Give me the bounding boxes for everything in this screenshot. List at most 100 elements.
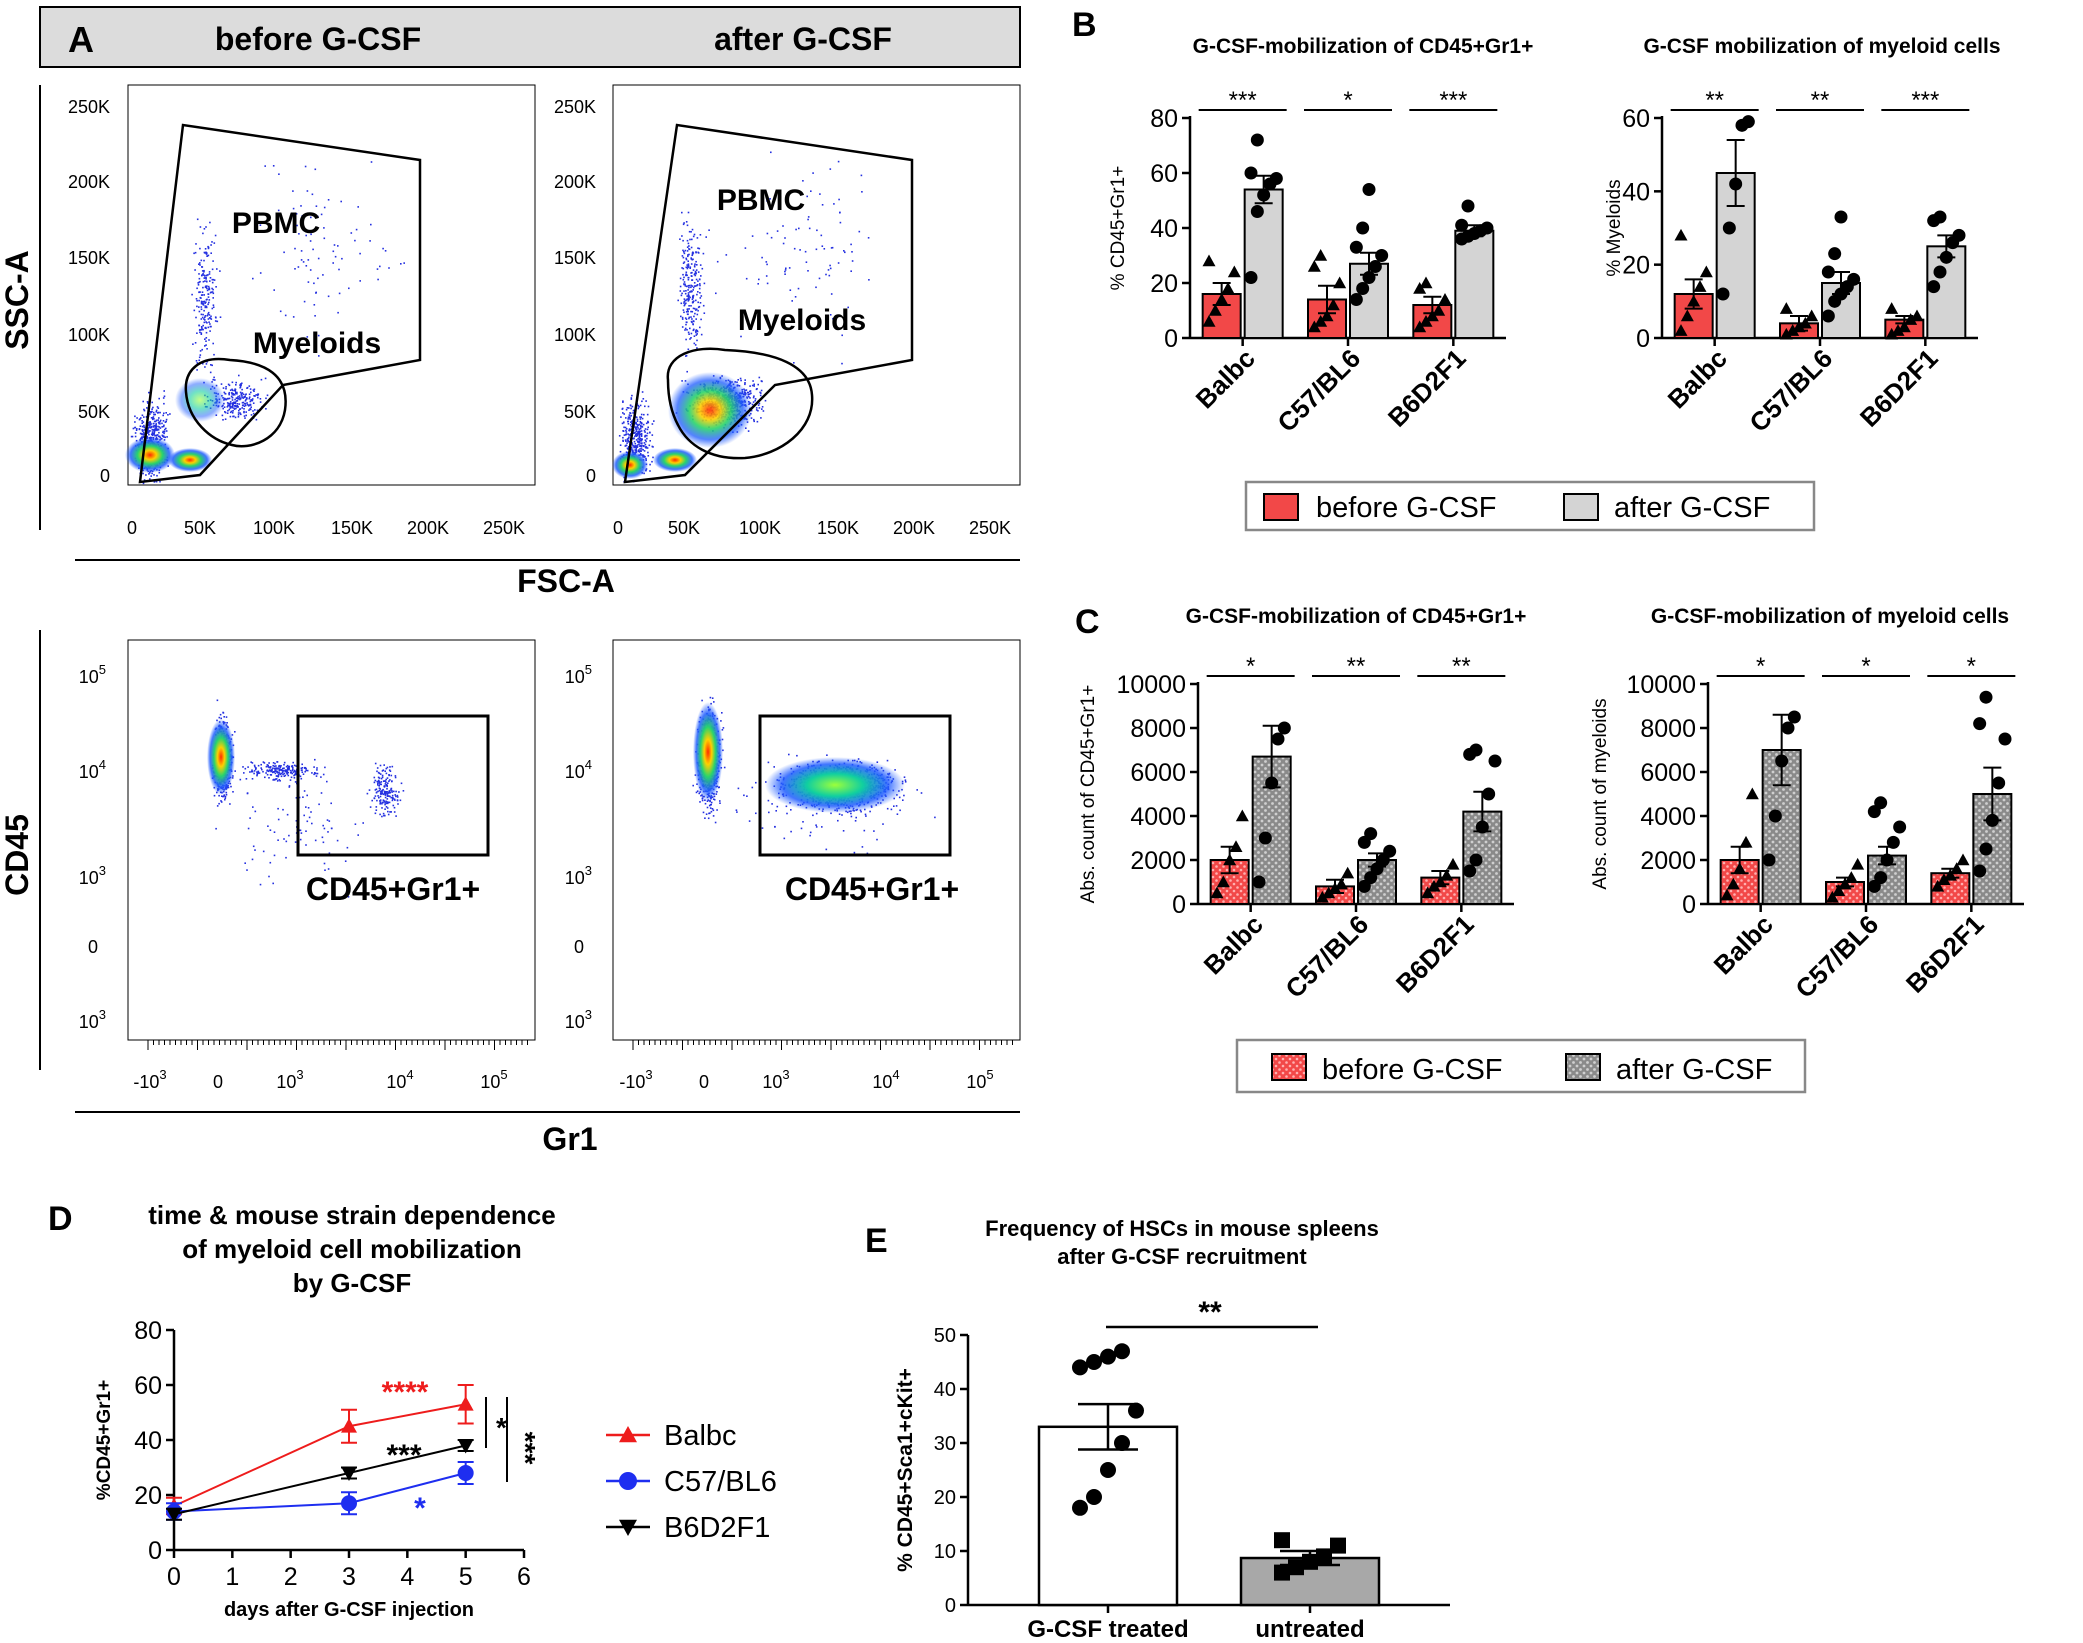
- flow-event-dot: [753, 418, 755, 421]
- flow-event-dot: [140, 417, 142, 419]
- flow-event-dot: [396, 799, 399, 802]
- flow-event-dot: [226, 402, 229, 404]
- flow-event-dot: [710, 801, 713, 804]
- flow-event-dot: [315, 772, 317, 775]
- flow-event-dot: [695, 299, 697, 302]
- flow-event-dot: [274, 762, 276, 765]
- flow-event-dot: [300, 767, 303, 770]
- flow-event-dot: [234, 393, 236, 396]
- flow-event-dot: [623, 413, 625, 415]
- flow-event-dot: [886, 759, 889, 762]
- flow-event-dot: [641, 438, 643, 440]
- flow-event-dot: [193, 309, 196, 312]
- flow-event-dot: [199, 247, 201, 250]
- flow-event-dot: [740, 335, 742, 338]
- log-before-ytick: 105: [79, 662, 106, 687]
- flow-event-dot: [691, 258, 694, 261]
- header-after-label: after G-CSF: [714, 21, 892, 57]
- flow-event-dot: [243, 772, 245, 774]
- flow-event-dot: [649, 463, 651, 466]
- flow-event-dot: [765, 261, 768, 263]
- flow-event-dot: [317, 334, 320, 337]
- flow-event-dot: [714, 821, 717, 824]
- flow-event-dot: [385, 791, 387, 793]
- flow-event-dot: [259, 398, 262, 400]
- flow-event-dot: [753, 385, 755, 387]
- flow-event-dot: [681, 255, 684, 257]
- flow-event-dot: [302, 773, 305, 775]
- flow-event-dot: [223, 716, 225, 718]
- flow-event-dot: [251, 769, 253, 771]
- flow-event-dot: [273, 771, 276, 773]
- flow-event-dot: [148, 430, 151, 432]
- flow-event-dot: [204, 326, 207, 329]
- flow-event-dot: [847, 306, 849, 309]
- flow-event-dot: [277, 767, 279, 769]
- flow-event-dot: [212, 306, 215, 308]
- flow-event-dot: [273, 767, 276, 770]
- flow-event-dot: [634, 435, 636, 438]
- flow-event-dot: [695, 791, 698, 794]
- flow-event-dot: [238, 403, 241, 405]
- flow-event-dot: [239, 384, 241, 386]
- flow-event-dot: [685, 338, 687, 341]
- flow-event-dot: [253, 764, 256, 767]
- flow-event-dot: [694, 330, 697, 332]
- flow-event-dot: [635, 448, 637, 450]
- flow-event-dot: [709, 696, 712, 699]
- flow-event-dot: [219, 316, 222, 318]
- flow-event-dot: [241, 395, 243, 397]
- flow-event-dot: [751, 384, 754, 387]
- flow-event-dot: [198, 277, 201, 280]
- flow-event-dot: [635, 430, 637, 432]
- flow-event-dot: [241, 388, 243, 391]
- flow-event-dot: [620, 416, 622, 418]
- flow-event-dot: [397, 803, 399, 805]
- flow-event-dot: [280, 769, 283, 771]
- flow-event-dot: [683, 290, 685, 292]
- flow-event-dot: [204, 248, 207, 250]
- flow-event-dot: [623, 434, 626, 436]
- flow-event-dot: [266, 770, 268, 772]
- flow-event-dot: [157, 429, 160, 431]
- flow-event-dot: [684, 292, 687, 295]
- flow-event-dot: [784, 270, 786, 273]
- flow-event-dot: [390, 774, 393, 777]
- flow-event-dot: [155, 480, 158, 483]
- flow-event-dot: [239, 396, 241, 399]
- flow-event-dot: [200, 308, 203, 311]
- flow-event-dot: [239, 383, 242, 385]
- flow-event-dot: [725, 254, 728, 256]
- flow-event-dot: [681, 316, 684, 319]
- flow-event-dot: [625, 408, 628, 411]
- flow-event-dot: [210, 315, 212, 318]
- flow-event-dot: [629, 434, 632, 437]
- flow-event-dot: [152, 434, 154, 437]
- flow-event-dot: [375, 806, 378, 808]
- flow-event-dot: [204, 302, 206, 304]
- flow-event-dot: [163, 390, 165, 392]
- flow-event-dot: [268, 762, 270, 764]
- flow-event-dot: [199, 350, 202, 352]
- flow-event-dot: [269, 769, 272, 772]
- flow-event-dot: [687, 255, 689, 258]
- flow-event-dot: [233, 407, 235, 410]
- flow-event-dot: [622, 430, 624, 432]
- flow-event-dot: [635, 423, 638, 425]
- flow-event-dot: [295, 765, 297, 767]
- flow-event-dot: [902, 799, 904, 801]
- flow-event-dot: [355, 228, 358, 231]
- flow-event-dot: [384, 803, 386, 806]
- flow-event-dot: [618, 435, 621, 437]
- flow-event-dot: [159, 423, 161, 425]
- flow-event-dot: [305, 769, 307, 772]
- flow-event-dot: [248, 385, 251, 387]
- flow-event-dot: [850, 270, 852, 272]
- flow-event-dot: [815, 248, 818, 251]
- flow-event-dot: [199, 296, 202, 299]
- flow-event-dot: [240, 393, 243, 395]
- flow-event-dot: [639, 420, 642, 423]
- flow-event-dot: [150, 425, 153, 428]
- flow-event-dot: [685, 318, 688, 320]
- flow-event-dot: [373, 776, 376, 779]
